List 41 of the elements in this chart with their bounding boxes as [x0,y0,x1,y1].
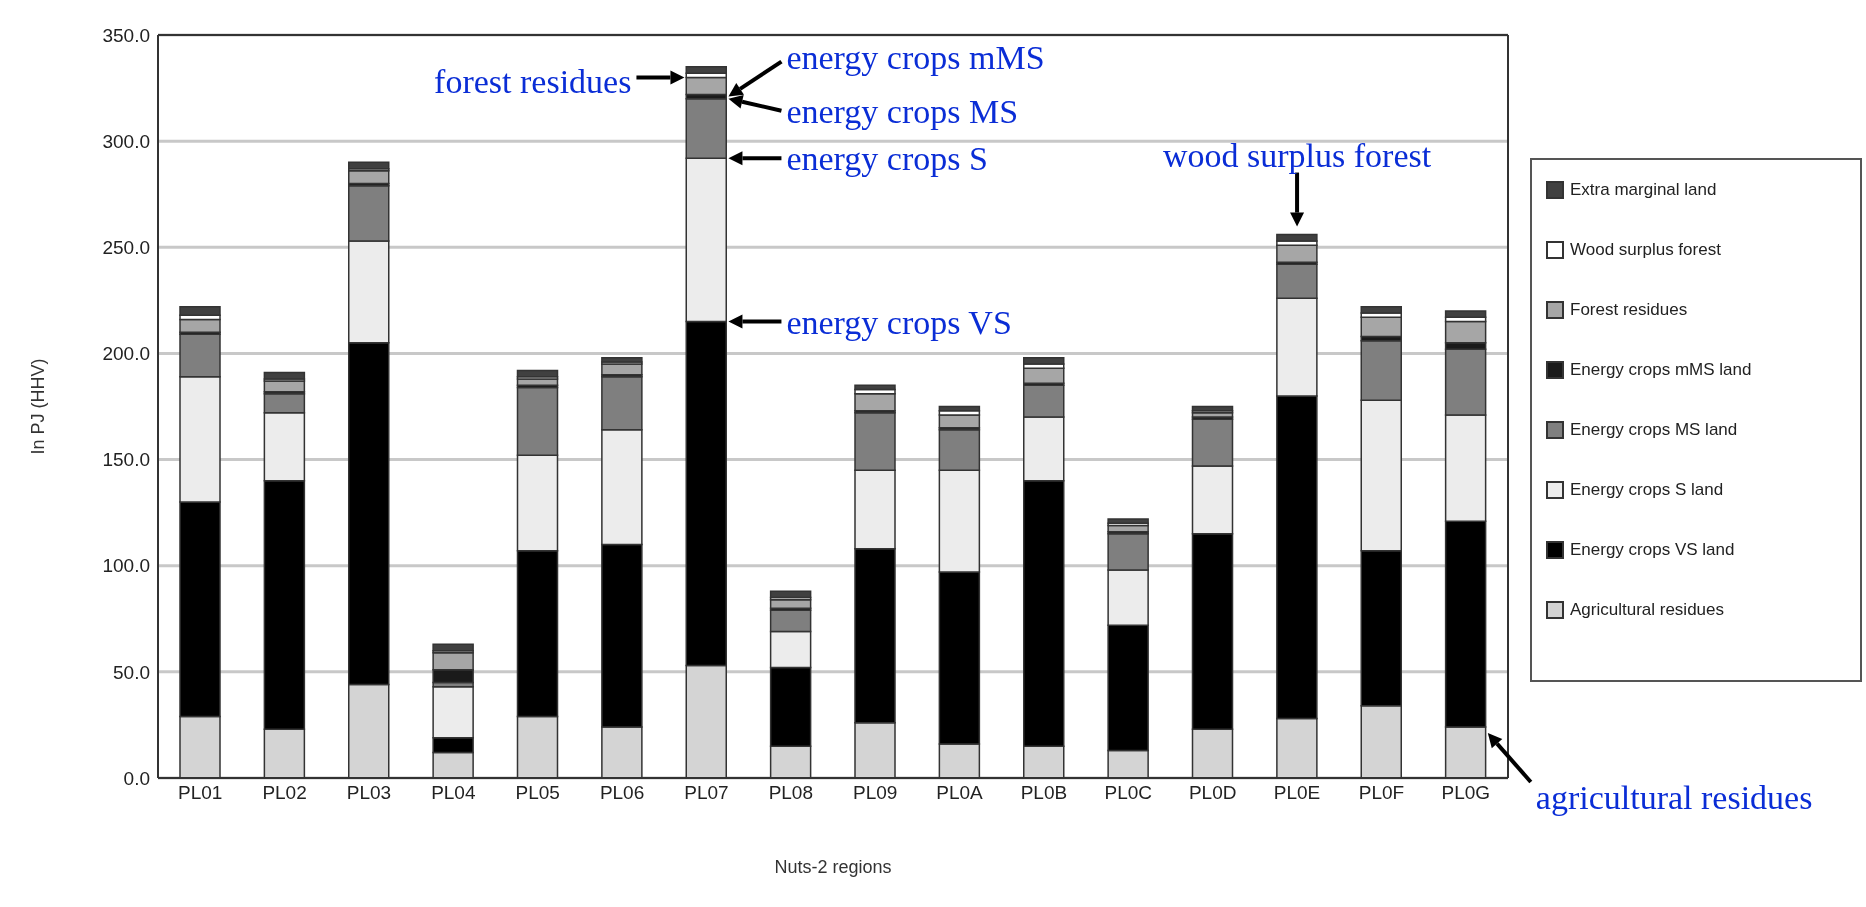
legend-label: Extra marginal land [1570,180,1717,200]
legend-label: Wood surplus forest [1570,240,1721,260]
x-tick-label: PL08 [768,782,813,804]
legend-label: Energy crops VS land [1570,540,1735,560]
legend-label: Energy crops MS land [1570,420,1738,440]
x-tick-label: PL0A [936,782,984,804]
x-tick-label: PL06 [599,782,645,804]
y-tick-label: 150.0 [102,449,150,471]
y-tick-label: 200.0 [102,343,150,365]
annotation: energy crops S [786,139,988,177]
y-tick-label: 250.0 [102,237,150,259]
x-tick-label: PL0G [1441,782,1491,804]
x-tick-label: PL04 [431,782,476,804]
annotation: energy crops MS [786,92,1019,130]
x-tick-label: PL0F [1358,782,1405,804]
x-tick-label: PL09 [853,782,898,804]
legend-label: Forest residues [1570,300,1688,320]
x-tick-label: PL0B [1020,782,1068,804]
annotation: energy crops VS [786,303,1012,341]
y-tick-label: 50.0 [113,661,150,683]
x-tick-label: PL0E [1273,782,1321,804]
legend-label: Agricultural residues [1570,600,1725,620]
annotation: wood surplus forest [1162,136,1432,174]
annotation: agricultural residues [1535,778,1813,816]
x-tick-label: PL03 [346,782,392,804]
y-tick-label: 350.0 [102,24,150,46]
legend-label: Energy crops S land [1570,480,1724,500]
y-tick-label: 100.0 [102,555,150,577]
x-tick-label: PL02 [262,782,307,804]
x-axis-title: Nuts-2 regions [774,857,892,877]
annotation: forest residues [434,62,632,100]
x-tick-label: PL0D [1188,782,1237,804]
y-tick-label: 0.0 [123,767,150,789]
x-tick-label: PL05 [515,782,560,804]
y-tick-label: 300.0 [102,130,150,152]
annotation: energy crops mMS [786,38,1045,76]
x-tick-label: PL0C [1104,782,1153,804]
y-axis-title: In PJ (HHV) [28,358,49,455]
x-tick-label: PL07 [684,782,729,804]
x-tick-label: PL01 [178,782,223,804]
legend-label: Energy crops mMS land [1570,360,1752,380]
